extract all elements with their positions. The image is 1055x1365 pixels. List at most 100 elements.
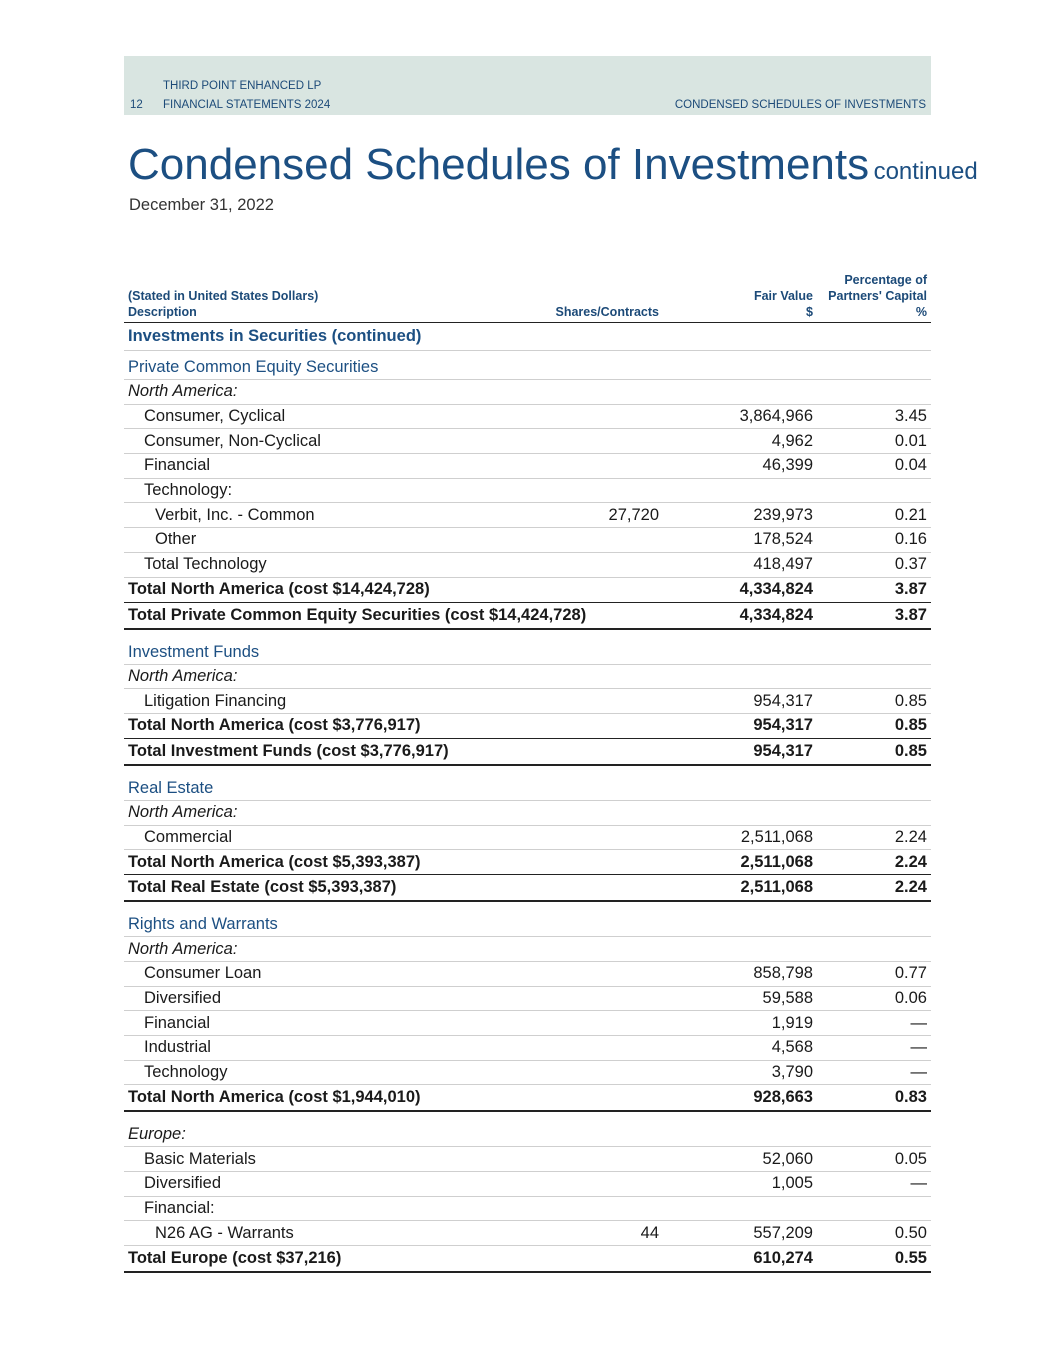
percentage: 0.06 bbox=[817, 986, 931, 1012]
shares bbox=[524, 1035, 663, 1061]
table-row: North America: bbox=[124, 664, 931, 690]
description: Total Technology bbox=[124, 552, 524, 578]
description: Rights and Warrants bbox=[124, 901, 524, 938]
shares: 44 bbox=[524, 1220, 663, 1247]
table-row: Total North America (cost $5,393,387) 2,5… bbox=[124, 849, 931, 876]
shares bbox=[524, 849, 663, 876]
percentage bbox=[817, 901, 931, 938]
fair-value bbox=[663, 664, 817, 690]
table-row: North America: bbox=[124, 800, 931, 826]
table-row: Investments in Securities (continued) bbox=[124, 322, 931, 351]
table-row: Litigation Financing 954,317 0.85 bbox=[124, 688, 931, 714]
date: December 31, 2022 bbox=[129, 196, 274, 214]
percentage: 0.50 bbox=[817, 1220, 931, 1247]
shares bbox=[524, 602, 663, 630]
shares bbox=[524, 688, 663, 714]
percentage: 0.85 bbox=[817, 738, 931, 766]
percentage bbox=[817, 936, 931, 962]
table-row: Financial 46,399 0.04 bbox=[124, 453, 931, 479]
description: Total North America (cost $14,424,728) bbox=[124, 577, 524, 603]
table-row: Investment Funds bbox=[124, 628, 931, 665]
description: Real Estate bbox=[124, 764, 524, 801]
shares bbox=[524, 936, 663, 962]
publication: FINANCIAL STATEMENTS 2024 bbox=[163, 99, 331, 111]
shares bbox=[524, 1245, 663, 1274]
fair-value: 2,511,068 bbox=[663, 874, 817, 903]
percentage-header: Percentage of bbox=[844, 273, 927, 287]
table-row: Technology 3,790— bbox=[124, 1060, 931, 1086]
table-row: Real Estate bbox=[124, 764, 931, 801]
shares bbox=[524, 901, 663, 938]
fair-value bbox=[663, 379, 817, 405]
shares bbox=[524, 1196, 663, 1222]
fair-value: 954,317 bbox=[663, 713, 817, 739]
percentage: 2.24 bbox=[817, 825, 931, 851]
percentage bbox=[817, 1196, 931, 1222]
fair-value bbox=[663, 350, 817, 380]
description: Financial bbox=[124, 453, 524, 479]
description: Investment Funds bbox=[124, 628, 524, 665]
description: Total North America (cost $5,393,387) bbox=[124, 849, 524, 876]
shares bbox=[524, 628, 663, 665]
percentage-unit: % bbox=[915, 305, 927, 319]
fair-value bbox=[663, 901, 817, 938]
column-header: (Stated in United States Dollars) Descrip… bbox=[124, 272, 524, 323]
shares bbox=[524, 738, 663, 766]
description: Litigation Financing bbox=[124, 688, 524, 714]
description: North America: bbox=[124, 379, 524, 405]
column-header: Fair Value $ bbox=[663, 272, 817, 323]
table-row: Total Real Estate (cost $5,393,387) 2,511… bbox=[124, 874, 931, 903]
percentage: 0.83 bbox=[817, 1084, 931, 1113]
fair-value: 4,334,824 bbox=[663, 602, 817, 630]
table-row: Basic Materials 52,060 0.05 bbox=[124, 1146, 931, 1173]
table-row: North America: bbox=[124, 936, 931, 962]
percentage bbox=[817, 379, 931, 405]
section-name: CONDENSED SCHEDULES OF INVESTMENTS bbox=[674, 99, 926, 111]
shares bbox=[524, 552, 663, 578]
description: Financial bbox=[124, 1010, 524, 1036]
fair-value: 2,511,068 bbox=[663, 849, 817, 876]
fair-value: 239,973 bbox=[663, 502, 817, 529]
fair-value bbox=[663, 322, 817, 351]
table-row: Total North America (cost $3,776,917) 954… bbox=[124, 713, 931, 739]
description: Consumer, Non-Cyclical bbox=[124, 428, 524, 455]
percentage: — bbox=[817, 1171, 931, 1197]
description: Total Real Estate (cost $5,393,387) bbox=[124, 874, 524, 903]
percentage bbox=[817, 628, 931, 665]
table-row: Other 178,524 0.16 bbox=[124, 527, 931, 553]
shares bbox=[524, 379, 663, 405]
table-row: Consumer, Non-Cyclical 4,962 0.01 bbox=[124, 428, 931, 455]
shares bbox=[524, 322, 663, 351]
shares bbox=[524, 1171, 663, 1197]
percentage: 0.37 bbox=[817, 552, 931, 578]
percentage: 3.87 bbox=[817, 577, 931, 603]
percentage: — bbox=[817, 1010, 931, 1036]
percentage bbox=[817, 800, 931, 826]
description: Verbit, Inc. - Common bbox=[124, 502, 524, 529]
percentage bbox=[817, 1111, 931, 1148]
fair-value: 2,511,068 bbox=[663, 825, 817, 851]
description: Total Private Common Equity Securities (… bbox=[124, 602, 586, 630]
table-row: Total Private Common Equity Securities (… bbox=[124, 602, 931, 630]
fair-value bbox=[663, 478, 817, 504]
percentage: 0.55 bbox=[817, 1245, 931, 1274]
fair-value: 858,798 bbox=[663, 961, 817, 987]
percentage: 0.77 bbox=[817, 961, 931, 987]
table-row: Total Europe (cost $37,216) 610,274 0.55 bbox=[124, 1245, 931, 1274]
description: North America: bbox=[124, 936, 524, 962]
fair-value: 46,399 bbox=[663, 453, 817, 479]
description: N26 AG - Warrants bbox=[124, 1220, 524, 1247]
title-suffix: continued bbox=[873, 158, 978, 185]
fair-value: 954,317 bbox=[663, 688, 817, 714]
description: Total Europe (cost $37,216) bbox=[124, 1245, 524, 1274]
percentage: 0.21 bbox=[817, 502, 931, 529]
table-row: Diversified 1,005— bbox=[124, 1171, 931, 1197]
shares bbox=[524, 986, 663, 1012]
table-row: Verbit, Inc. - Common 27,720 239,973 0.21 bbox=[124, 502, 931, 529]
page-number: 12 bbox=[130, 99, 143, 111]
table-row: Consumer, Cyclical 3,864,966 3.45 bbox=[124, 404, 931, 430]
shares bbox=[524, 800, 663, 826]
table-row: Total North America (cost $14,424,728) 4,… bbox=[124, 577, 931, 603]
header-row: (Stated in United States Dollars) Descrip… bbox=[124, 272, 931, 323]
shares bbox=[524, 1111, 663, 1148]
